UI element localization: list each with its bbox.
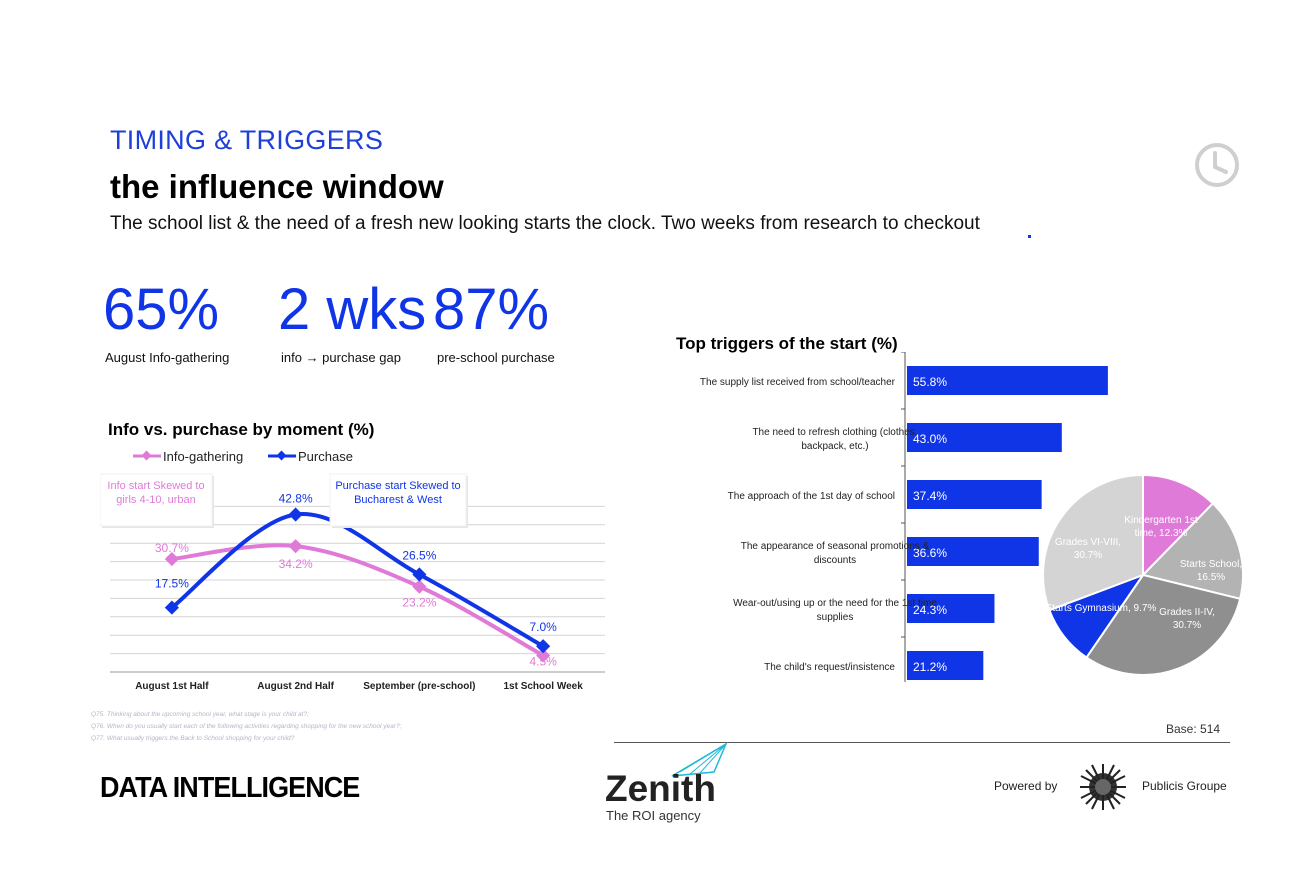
data-label: 34.2%: [279, 557, 313, 571]
legend-marker: [141, 450, 152, 461]
data-point: [412, 567, 427, 582]
data-label: 26.5%: [402, 548, 436, 562]
kpi-value: 87%: [433, 277, 550, 342]
pie-slice: [1141, 502, 1244, 601]
base-note: Base: 514: [1166, 722, 1221, 736]
bar: [907, 423, 1062, 452]
pie-chart: Kindergarten 1st time, 12.3% Starts School…: [1038, 470, 1248, 685]
zenith-tagline: The ROI agency: [606, 808, 701, 823]
kpi-value: 65%: [103, 277, 220, 342]
publicis-lion-icon: [1078, 762, 1128, 817]
bar-chart-title: Top triggers of the start (%): [676, 334, 898, 353]
category-label: The appearance of seasonal promotions & d…: [741, 541, 930, 566]
pie-label: Starts School, 16.5%: [1180, 559, 1242, 583]
bar-value-label: 43.0%: [913, 432, 947, 446]
annotation-box: [329, 473, 467, 527]
publicis-name: Publicis Groupe: [1142, 779, 1227, 793]
series-line: [170, 512, 545, 648]
data-point: [288, 507, 303, 522]
data-point: [536, 648, 551, 663]
annotation-box: [99, 473, 213, 527]
footnotes: Q75. Thinking about the upcoming school …: [91, 709, 401, 745]
data-intelligence-logo: DATA INTELLIGENCE: [100, 772, 360, 804]
bar-value-label: 37.4%: [913, 489, 947, 503]
data-label: 30.7%: [155, 541, 189, 555]
footnote: Q75. Thinking about the upcoming school …: [91, 711, 309, 718]
x-tick-label: August 1st Half: [135, 681, 209, 692]
bar-value-label: 55.8%: [913, 375, 947, 389]
data-label: 42.8%: [279, 491, 313, 505]
annotation-text: Info start Skewed to girls 4-10, urban: [107, 480, 204, 506]
pie-slice: [1142, 473, 1215, 578]
bar: [907, 651, 984, 680]
bar: [907, 537, 1039, 566]
pie-slice: [1042, 473, 1144, 612]
pie-slice: [1085, 573, 1242, 676]
footer-divider: [614, 742, 1230, 743]
legend-marker: [276, 450, 287, 461]
legend-label: Purchase: [298, 449, 353, 464]
zenith-wordmark: Zenith: [605, 768, 716, 809]
bar-value-label: 24.3%: [913, 603, 947, 617]
pie-label: Grades II-IV, 30.7%: [1159, 607, 1215, 631]
data-label: 7.0%: [529, 620, 557, 634]
kpi-label: info → purchase gap: [281, 350, 401, 365]
data-label: 23.2%: [402, 596, 436, 610]
footnote: Q77. What usually triggers the Back to S…: [91, 735, 295, 742]
line-chart: August 1st Half August 2nd Half September …: [99, 440, 610, 705]
page-subtitle: The school list & the need of a fresh ne…: [110, 213, 980, 234]
bar-chart: 55.8% The supply list received from schoo…: [650, 351, 1130, 697]
bar: [907, 366, 1108, 395]
footnote: Q76. When do you usually start each of t…: [91, 723, 402, 730]
category-label: The child's request/insistence: [764, 662, 895, 673]
zenith-triangle-icon: [670, 742, 730, 787]
kpi-label: August Info-gathering: [105, 350, 230, 365]
data-label: 17.5%: [155, 577, 189, 591]
annotation-text: Purchase start Skewed to Bucharest & West: [335, 480, 460, 506]
category-label: The need to refresh clothing (clothes, ba…: [752, 427, 917, 452]
kpi-label: pre-school purchase: [437, 350, 555, 365]
bar: [907, 480, 1042, 509]
kpi-value: 2 wks: [278, 277, 427, 342]
x-tick-label: September (pre-school): [363, 681, 475, 692]
page-title: the influence window: [110, 168, 444, 205]
category-label: The approach of the 1st day of school: [728, 491, 895, 502]
x-tick-label: August 2nd Half: [257, 681, 334, 692]
bar: [907, 594, 995, 623]
category-label: Wear-out/using up or the need for the 1s…: [733, 598, 937, 623]
pie-label: Kindergarten 1st time, 12.3%: [1124, 515, 1198, 539]
decor-dot: [1028, 235, 1031, 238]
bar-value-label: 36.6%: [913, 546, 947, 560]
clock-icon: [1193, 141, 1241, 194]
data-point: [536, 639, 551, 654]
series-line: [171, 543, 545, 658]
pie-label: Grades VI-VIII, 30.7%: [1055, 537, 1121, 561]
data-label: 4.5%: [529, 654, 557, 668]
data-point: [412, 579, 427, 594]
category-label: The supply list received from school/tea…: [700, 377, 896, 388]
bar-value-label: 21.2%: [913, 660, 947, 674]
section-kicker: TIMING & TRIGGERS: [110, 125, 384, 155]
pie-label: Starts Gymnasium, 9.7%: [1046, 603, 1157, 614]
legend-label: Info-gathering: [163, 449, 243, 464]
powered-by-label: Powered by: [994, 779, 1058, 793]
x-tick-label: 1st School Week: [503, 681, 583, 692]
data-point: [288, 539, 303, 554]
line-chart-title: Info vs. purchase by moment (%): [108, 420, 375, 439]
